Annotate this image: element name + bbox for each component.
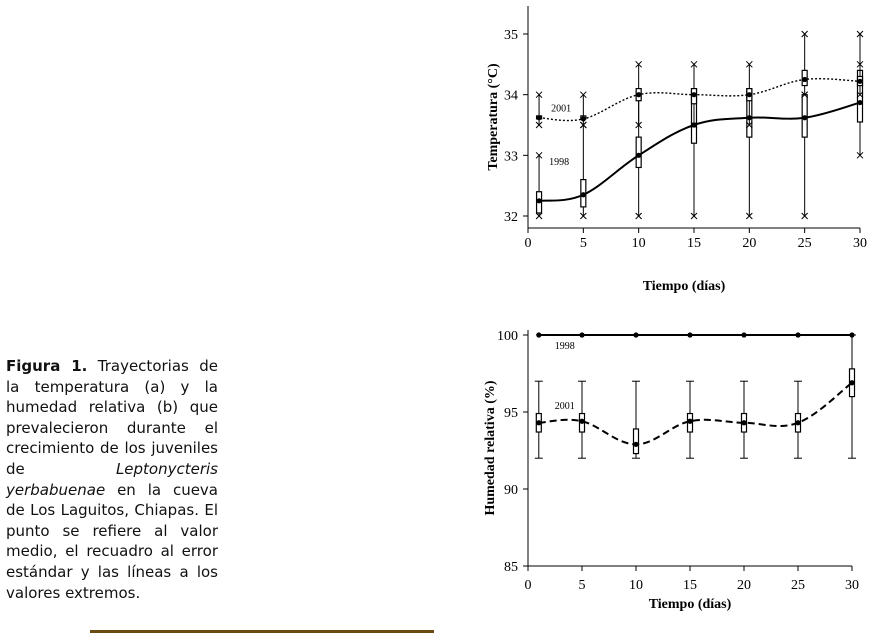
y-tick-label: 90: [504, 483, 518, 498]
y-tick-label: 35: [504, 28, 518, 43]
mean-line: [539, 78, 861, 122]
mean-point: [802, 115, 808, 121]
extreme-marker: [535, 151, 543, 159]
extreme-marker: [745, 212, 753, 220]
extreme-marker: [535, 121, 543, 129]
mean-point: [636, 92, 642, 98]
extreme-marker: [535, 212, 543, 220]
caption-text-1: Trayectorias de la temperatura (a) y la …: [6, 357, 219, 478]
y-tick-label: 95: [504, 406, 518, 421]
extreme-marker: [856, 151, 864, 159]
x-tick-label: 5: [579, 578, 586, 593]
x-tick-label: 30: [853, 236, 867, 251]
y-axis-label: Temperatura (°C): [486, 63, 501, 171]
mean-point: [857, 78, 863, 84]
extreme-marker: [801, 212, 809, 220]
mean-point: [536, 198, 542, 204]
x-tick-label: 30: [845, 578, 859, 593]
chart-panel-1: 0 5 10 15 20 25 30 32 33 34 35 Tiempo (días) Tempera…: [486, 6, 867, 294]
extreme-marker: [579, 212, 587, 220]
mean-point: [580, 192, 586, 198]
x-tick-label: 20: [737, 578, 751, 593]
mean-point: [633, 332, 639, 338]
extreme-marker: [801, 91, 809, 99]
extreme-marker: [690, 60, 698, 68]
figure-caption: Figura 1. Trayectorias de la temperatura…: [6, 356, 218, 603]
extreme-marker: [856, 30, 864, 38]
x-tick-label: 15: [687, 236, 701, 251]
x-tick-label: 0: [525, 236, 532, 251]
y-tick-label: 85: [504, 560, 518, 575]
mean-point: [687, 418, 693, 424]
extreme-marker: [635, 60, 643, 68]
mean-point: [795, 332, 801, 338]
x-tick-label: 25: [791, 578, 805, 593]
extreme-marker: [535, 91, 543, 99]
extreme-marker: [635, 121, 643, 129]
mean-point: [636, 152, 642, 158]
extreme-marker: [579, 91, 587, 99]
mean-point: [536, 115, 542, 121]
mean-point: [746, 92, 752, 98]
mean-point: [579, 332, 585, 338]
x-tick-label: 0: [525, 578, 532, 593]
x-tick-label: 20: [742, 236, 756, 251]
extreme-marker: [635, 212, 643, 220]
series-2001: 2001: [535, 30, 864, 129]
mean-point: [536, 332, 542, 338]
caption-text-2: en la cueva de Los Laguitos, Chiapas. El…: [6, 480, 218, 602]
x-axis-label: Tiempo (días): [649, 597, 732, 612]
x-tick-label: 5: [580, 236, 587, 251]
mean-point: [579, 418, 585, 424]
series-label: 2001: [551, 104, 571, 115]
error-box: [632, 428, 640, 455]
extreme-marker: [856, 91, 864, 99]
extreme-marker: [690, 212, 698, 220]
series-label: 2001: [555, 401, 575, 412]
mean-point: [580, 116, 586, 122]
caption-species: Leptonycteris yerbabuenae: [6, 459, 218, 499]
series-label: 1998: [549, 157, 569, 168]
mean-point: [849, 380, 855, 386]
series-1998: 1998: [536, 332, 855, 352]
extreme-marker: [801, 30, 809, 38]
x-tick-label: 15: [683, 578, 697, 593]
mean-point: [741, 332, 747, 338]
series-2001: 2001: [534, 334, 856, 459]
y-tick-label: 33: [504, 149, 518, 164]
y-axis-label: Humedad relativa (%): [483, 380, 498, 515]
extreme-marker: [579, 121, 587, 129]
x-axis-label: Tiempo (días): [643, 279, 726, 294]
series-label: 1998: [555, 341, 575, 352]
caption-label: Figura 1.: [6, 357, 88, 375]
x-tick-label: 25: [798, 236, 812, 251]
x-tick-label: 10: [632, 236, 646, 251]
y-tick-label: 34: [504, 89, 518, 104]
mean-point: [802, 76, 808, 83]
x-tick-label: 10: [629, 578, 643, 593]
caption-divider: [90, 630, 434, 633]
mean-point: [795, 420, 801, 426]
extreme-marker: [690, 121, 698, 129]
y-tick-label: 32: [504, 210, 518, 225]
extreme-marker: [745, 60, 753, 68]
extreme-marker: [745, 121, 753, 129]
mean-point: [536, 420, 542, 426]
chart-panel-2: 0 5 10 15 20 25 30 85 90 95 100 Tiempo (días) Humeda…: [483, 329, 859, 612]
mean-point: [741, 420, 747, 426]
mean-line: [538, 381, 853, 446]
mean-point: [691, 92, 697, 98]
y-tick-label: 100: [497, 329, 518, 344]
mean-point: [857, 99, 863, 106]
mean-point: [687, 332, 693, 338]
error-box: [635, 136, 642, 169]
series-1998: 1998: [535, 60, 864, 220]
mean-point: [633, 441, 639, 447]
